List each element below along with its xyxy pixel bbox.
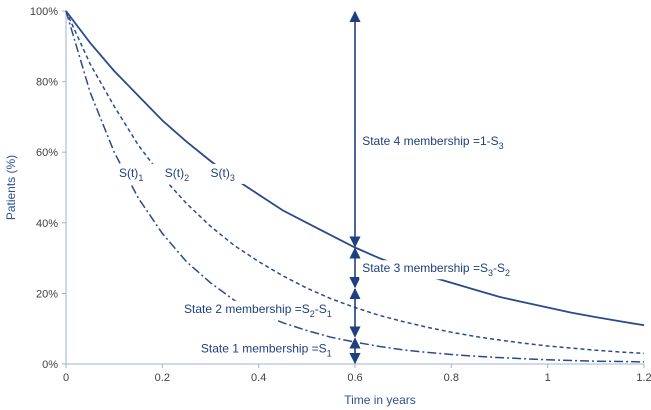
series-line-st1 — [65, 10, 645, 363]
curve-label: S(t)1 — [119, 166, 143, 183]
x-axis-title: Time in years — [344, 393, 416, 407]
x-tick-label: 0.6 — [347, 372, 362, 384]
state-2-label-bg — [181, 300, 335, 320]
x-tick-label: 0.2 — [155, 372, 170, 384]
curve-label-bg — [160, 163, 207, 184]
curve-label-bg — [114, 163, 161, 184]
y-tick-label: 20% — [36, 288, 58, 300]
x-tick-label: 1.2 — [636, 372, 651, 384]
state-4-label-bg — [359, 133, 507, 153]
curve-label: S(t)3 — [211, 166, 235, 183]
state-3-label: State 3 membership =S3-S2 — [362, 261, 510, 278]
x-tick-label: 0.4 — [251, 372, 266, 384]
curve-label-bg — [206, 163, 253, 184]
y-tick-label: 40% — [36, 218, 58, 230]
state-2-label: State 2 membership =S2-S1 — [184, 302, 332, 319]
state-1-label-bg — [197, 340, 335, 360]
x-tick-label: 1 — [545, 372, 551, 384]
y-tick-label: 100% — [30, 6, 58, 18]
y-tick-label: 60% — [36, 147, 58, 159]
axes: 0% 20% 40% 60% 80% 100% 0 0.2 0.4 0.6 0.8 1 1.2 — [30, 6, 651, 384]
labels-layer: S(t)1 S(t)2 S(t)3 State 4 membership =1-S3 S… — [114, 133, 513, 360]
x-tick-label: 0 — [63, 372, 69, 384]
state-1-label: State 1 membership =S1 — [201, 342, 332, 359]
x-tick-label: 0.8 — [444, 372, 459, 384]
state-4-label: State 4 membership =1-S3 — [362, 134, 503, 151]
state-3-label-bg — [359, 260, 513, 280]
y-tick-label: 80% — [36, 77, 58, 89]
y-axis-title: Patients (%) — [4, 155, 18, 220]
y-tick-label: 0% — [42, 359, 58, 371]
curve-label: S(t)2 — [165, 166, 189, 183]
